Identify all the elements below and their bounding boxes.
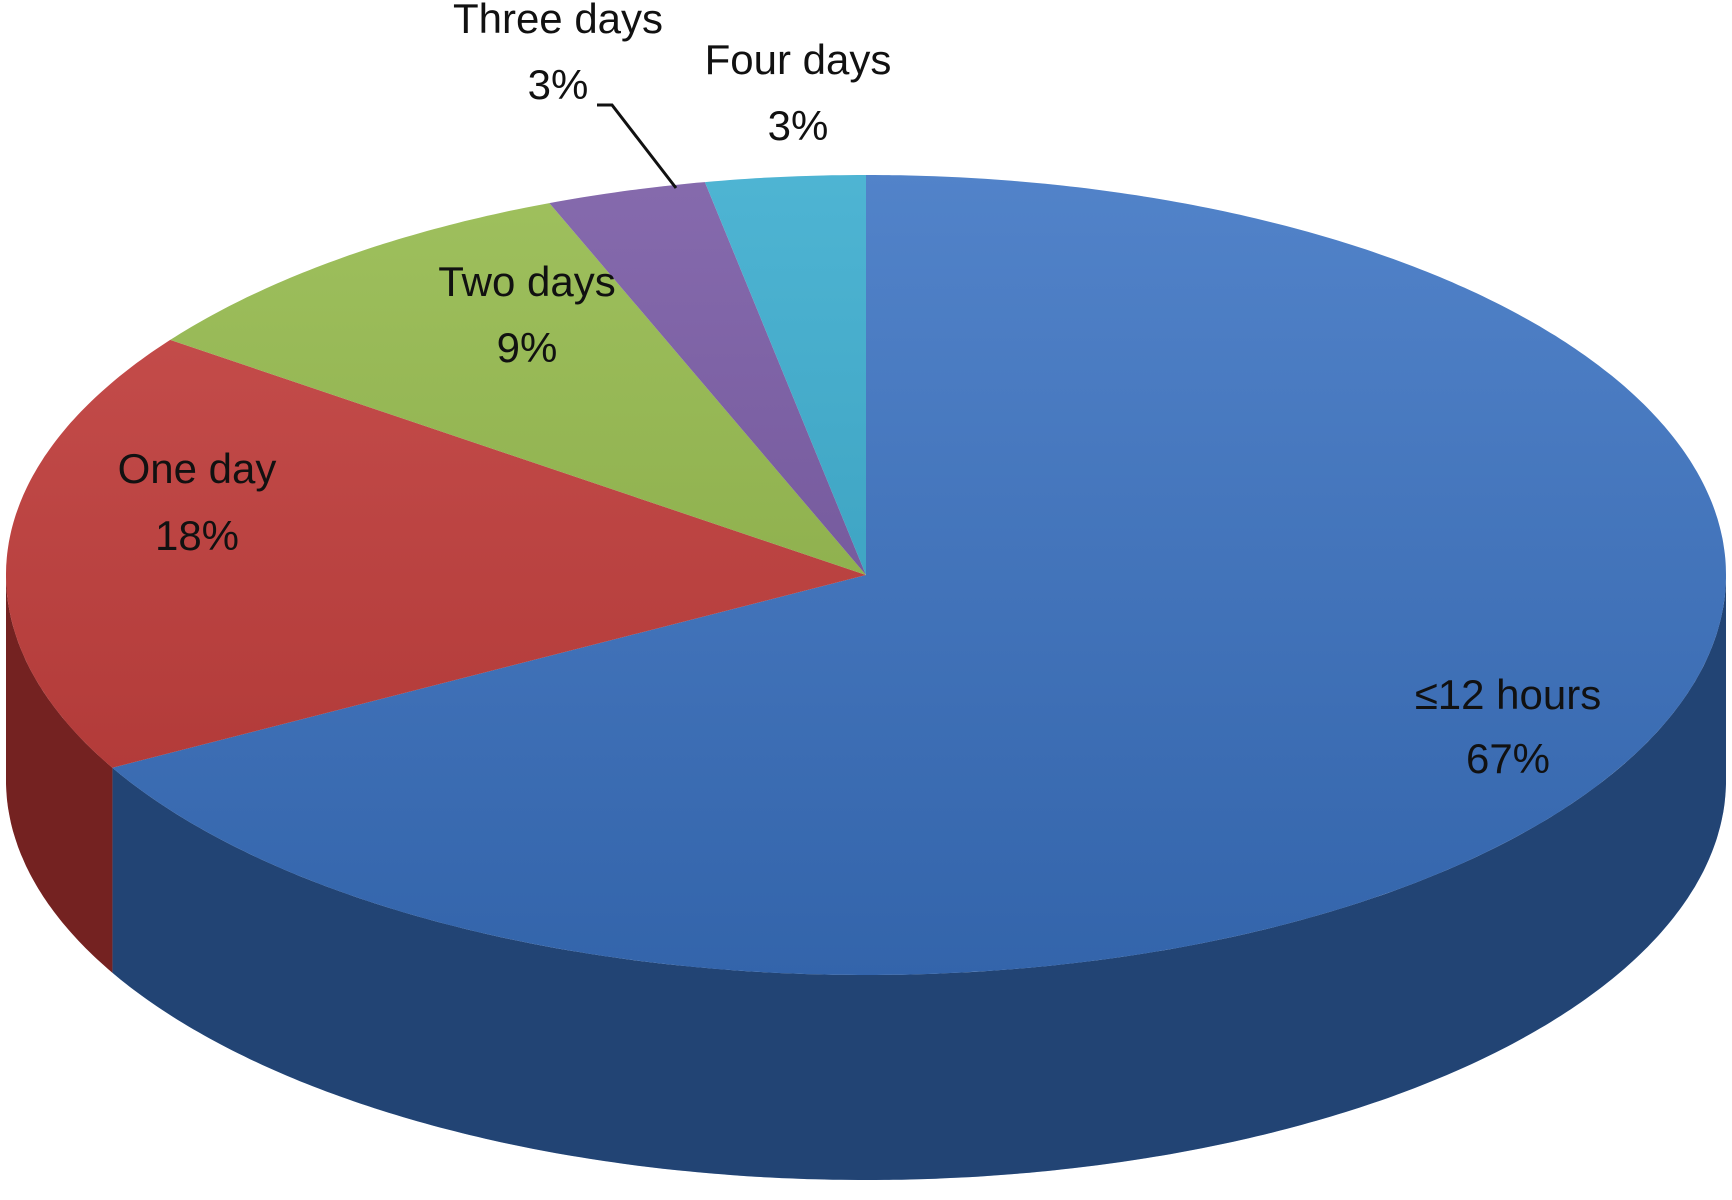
slice-label: Two days xyxy=(438,258,615,305)
slice-label: One day xyxy=(118,445,277,492)
slice-side xyxy=(112,575,1726,1180)
leader-line xyxy=(597,103,678,189)
slice-value-label: 67% xyxy=(1466,735,1550,782)
slice-value-label: 18% xyxy=(155,512,239,559)
slice-value-label: 3% xyxy=(768,102,829,149)
slice-side-shade xyxy=(112,575,1726,1180)
slice-label: ≤12 hours xyxy=(1415,671,1602,718)
slice-value-label: 3% xyxy=(528,61,589,108)
slice-label: Three days xyxy=(453,0,663,42)
slice-label: Four days xyxy=(705,36,892,83)
slice-value-label: 9% xyxy=(497,324,558,371)
